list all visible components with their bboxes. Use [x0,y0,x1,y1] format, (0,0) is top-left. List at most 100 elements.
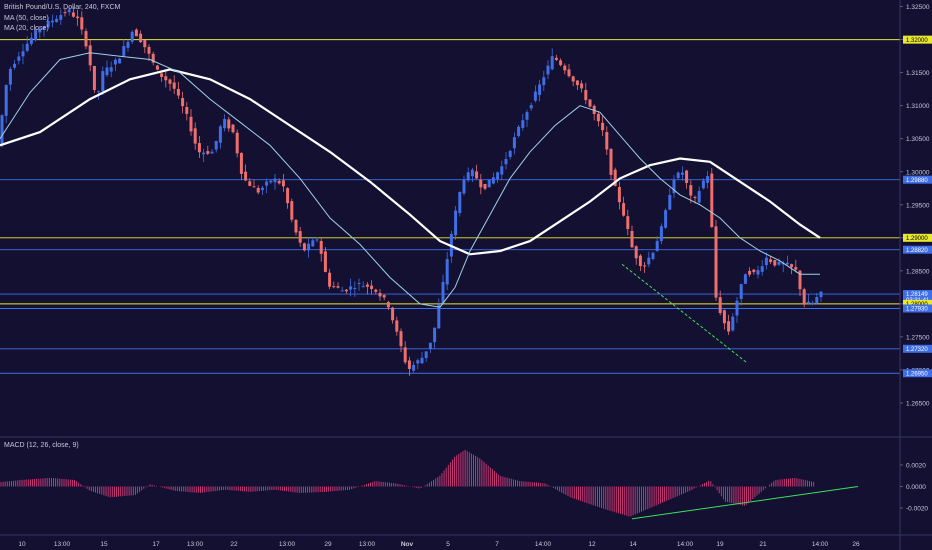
price-level-tag [903,299,932,308]
candle-body [332,286,336,288]
price-tick-label: 1.32500 [906,4,930,11]
candle-body [470,169,474,177]
candle-body [752,269,756,273]
candle-body [67,9,71,13]
candle-body [706,176,710,183]
candle-body [277,180,281,184]
candle-body [59,15,63,20]
candle-body [756,270,760,275]
candle-body [34,30,38,40]
candle-body [517,126,521,137]
time-tick-label: 12 [588,541,596,548]
price-tick-label: 1.31500 [906,70,930,77]
candle-body [428,342,432,349]
candle-body [130,31,134,42]
candle-body [546,65,550,75]
candle-body [748,270,752,275]
candle-body [584,90,588,101]
candle-body [790,264,794,268]
time-tick-label: 7 [495,541,499,548]
candle-body [399,331,403,347]
candle-body [25,43,29,51]
candle-body [101,71,105,92]
candle-body [462,179,466,194]
candle-body [88,45,92,66]
candle-body [311,240,315,247]
price-tick-label: 1.30000 [906,169,930,176]
candle-body [508,150,512,157]
candle-body [643,265,647,267]
candle-body [239,152,243,174]
candle-body [722,310,726,324]
candle-body [172,82,176,89]
candle-body [256,187,260,193]
candle-body [319,240,323,254]
candle-body [4,84,8,116]
candle-body [529,105,533,109]
price-tick-label: 1.28500 [906,268,930,275]
candle-body [294,219,298,233]
candle-body [727,321,731,332]
price-level-tag-label: 1.32000 [906,38,928,44]
candle-body [710,173,714,227]
macd-trendline [631,486,859,520]
candle-body [500,166,504,175]
price-trendline [621,263,747,363]
candle-body [773,260,777,266]
candle-body [811,302,815,305]
candle-body [416,360,420,364]
candle-body [533,91,537,101]
price-level-tag [903,233,932,242]
candle-body [466,172,470,181]
candle-body [668,194,672,210]
time-tick-label: 17 [152,541,160,548]
candle-body [424,351,428,359]
candle-body [802,289,806,305]
candle-body [189,116,193,132]
candle-body [42,26,46,30]
candle-body [659,226,663,242]
price-level-tag-label: 1.29880 [906,178,928,184]
candle-body [483,183,487,189]
candle-body [697,191,701,203]
candle-body [412,364,416,371]
candle-body [714,226,718,298]
candle-body [550,56,554,70]
candle-body [202,152,206,155]
price-tick-label: 1.27500 [906,334,930,341]
price-level-tag [903,290,932,299]
time-tick-label: 15 [100,541,108,548]
candle-body [525,112,529,120]
candle-body [235,132,239,154]
price-level-tag [903,344,932,353]
candle-body [630,230,634,248]
candle-body [248,181,252,186]
candle-body [580,83,584,89]
candle-body [151,53,155,63]
time-tick-label: 19 [716,541,724,548]
candle-body [613,169,617,186]
candle-body [21,51,25,57]
candle-body [395,320,399,332]
candle-body [17,56,21,61]
candle-body [407,360,411,369]
candle-body [134,29,138,37]
candle-body [374,289,378,292]
candle-body [538,84,542,95]
candle-body [454,210,458,236]
macd-pane [0,436,932,520]
candle-body [323,251,327,272]
candle-body [386,302,390,308]
candle-body [281,180,285,187]
price-tick-label: 1.26500 [906,400,930,407]
time-tick-label: 13:00 [359,541,376,548]
candle-body [46,20,50,28]
candle-body [210,151,214,154]
price-pane [0,5,900,376]
candle-body [206,151,210,154]
ma50-label: MA (50, close) [4,15,49,22]
candle-body [571,76,575,82]
candle-body [370,285,374,289]
price-level-tag [903,35,932,44]
